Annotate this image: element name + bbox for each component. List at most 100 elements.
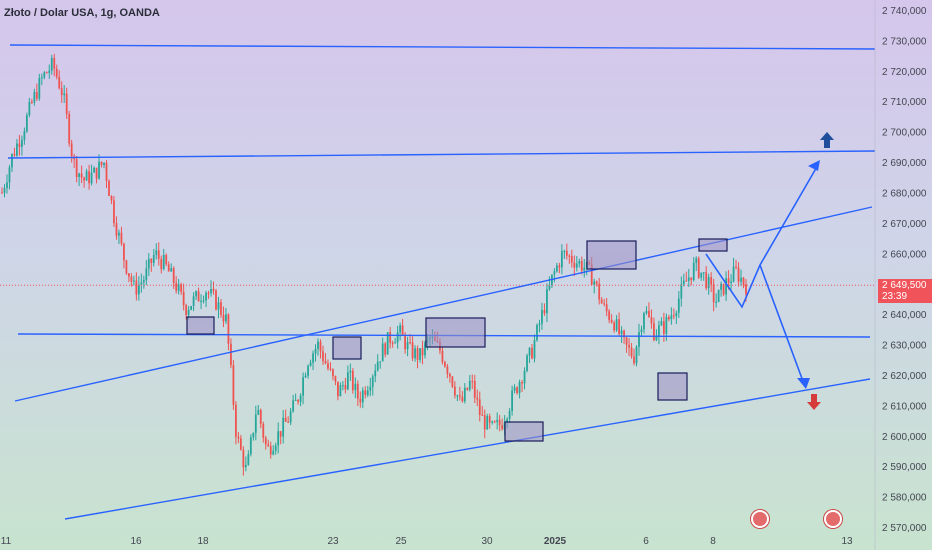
candle-body: [501, 425, 504, 430]
candle-body: [6, 182, 8, 189]
candle-body: [21, 139, 23, 147]
trend-line: [7, 150, 876, 159]
candle-body: [115, 223, 118, 236]
x-tick-label: 11: [1, 536, 12, 547]
candle-body: [292, 400, 295, 412]
candle-body: [220, 302, 222, 315]
us-flag-icon[interactable]: [824, 510, 842, 528]
candle-body: [558, 265, 561, 268]
candle-body: [722, 283, 725, 295]
candle-body: [553, 271, 556, 275]
candle-body: [618, 319, 620, 334]
candle-body: [230, 343, 232, 366]
candle-body: [414, 348, 416, 359]
candle-body: [297, 400, 300, 402]
candle-body: [583, 267, 586, 271]
candle-body: [543, 310, 546, 314]
y-tick-label: 2 660,000: [882, 249, 927, 260]
candle-body: [254, 414, 257, 433]
candle-body: [242, 449, 245, 468]
candle-body: [625, 337, 628, 345]
candle-body: [595, 281, 598, 284]
candle-body: [187, 309, 190, 315]
candle-body: [160, 258, 163, 270]
candle-body: [600, 299, 603, 304]
candle-body: [118, 232, 120, 236]
us-flag-icon[interactable]: [751, 510, 769, 528]
arrowhead-up: [808, 160, 820, 171]
candle-body: [518, 382, 521, 394]
candle-body: [205, 292, 207, 301]
zone-box: [698, 238, 728, 252]
candle-body: [541, 310, 543, 324]
current-price-value: 2 649,500: [882, 280, 927, 291]
candle-body: [603, 303, 606, 305]
candle-body: [299, 395, 302, 402]
y-tick-label: 2 580,000: [882, 493, 927, 504]
candle-body: [334, 376, 337, 382]
candle-body: [665, 316, 668, 334]
candle-body: [13, 153, 16, 156]
candle-body: [170, 268, 173, 272]
candle-body: [341, 385, 344, 387]
candle-body: [232, 365, 235, 405]
candle-body: [85, 171, 88, 181]
candle-body: [448, 373, 451, 377]
candle-body: [658, 325, 660, 336]
candle-body: [516, 387, 518, 394]
candle-body: [175, 282, 178, 291]
candle-body: [162, 254, 165, 270]
candle-body: [279, 431, 282, 437]
candle-body: [404, 334, 407, 350]
candle-body: [745, 284, 747, 295]
zone-box: [425, 317, 486, 348]
candle-body: [108, 180, 110, 196]
candle-body: [593, 281, 596, 285]
candle-body: [309, 362, 312, 366]
candle-body: [523, 370, 526, 384]
candle-body: [662, 321, 665, 334]
candle-body: [132, 280, 135, 282]
candle-body: [416, 348, 419, 360]
candle-body: [135, 280, 138, 295]
y-tick-label: 2 680,000: [882, 188, 927, 199]
candle-body: [715, 302, 718, 304]
candle-body: [123, 243, 125, 261]
candle-body: [536, 324, 538, 341]
candle-body: [560, 251, 563, 268]
candle-body: [740, 277, 742, 282]
candle-body: [653, 323, 655, 341]
candle-body: [356, 383, 359, 399]
candle-body: [327, 363, 329, 369]
candle-body: [366, 390, 369, 395]
candle-body: [486, 416, 489, 430]
candle-body: [53, 57, 56, 69]
candle-body: [314, 348, 317, 354]
candle-body: [675, 312, 678, 317]
candle-body: [521, 382, 523, 384]
candle-body: [354, 383, 357, 391]
zone-box: [332, 336, 362, 360]
candle-body: [628, 344, 630, 348]
candle-body: [8, 167, 11, 183]
candle-body: [125, 260, 128, 274]
candle-body: [155, 250, 158, 255]
candle-body: [655, 335, 658, 341]
candle-body: [374, 370, 377, 377]
candle-body: [670, 315, 673, 320]
candle-body: [735, 266, 737, 268]
candle-body: [152, 254, 155, 263]
candle-body: [638, 332, 640, 347]
candle-body: [565, 250, 568, 256]
trend-line: [9, 44, 876, 50]
candle-body: [200, 300, 202, 302]
candle-body: [458, 395, 461, 397]
candle-body: [337, 381, 339, 397]
candle-body: [267, 444, 270, 447]
candle-body: [190, 306, 193, 310]
candle-body: [349, 370, 352, 373]
candle-body: [466, 387, 469, 390]
candle-body: [247, 454, 250, 465]
